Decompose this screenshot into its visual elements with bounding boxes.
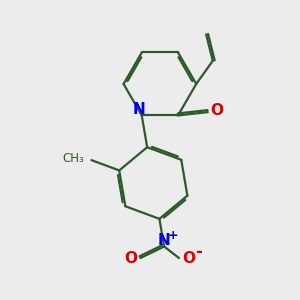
Text: +: + <box>168 230 179 242</box>
Text: O: O <box>182 250 195 266</box>
Text: N: N <box>133 102 146 117</box>
Text: CH₃: CH₃ <box>62 152 84 165</box>
Text: O: O <box>211 103 224 118</box>
Text: N: N <box>158 233 170 248</box>
Text: O: O <box>124 250 138 266</box>
Text: -: - <box>195 243 202 261</box>
